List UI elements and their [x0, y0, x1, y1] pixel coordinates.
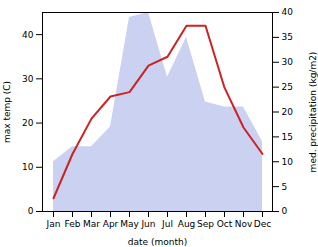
svg-text:40: 40	[22, 29, 34, 39]
svg-text:med. precipitation (kg/m2): med. precipitation (kg/m2)	[308, 52, 318, 173]
svg-text:Aug: Aug	[178, 219, 196, 229]
svg-text:May: May	[120, 219, 139, 229]
svg-text:10: 10	[22, 162, 34, 172]
svg-text:40: 40	[282, 7, 294, 17]
svg-text:Apr: Apr	[103, 219, 119, 229]
svg-text:Jan: Jan	[46, 219, 61, 229]
svg-text:Sep: Sep	[197, 219, 214, 229]
svg-text:date (month): date (month)	[128, 237, 187, 247]
svg-text:Jul: Jul	[161, 219, 173, 229]
svg-text:20: 20	[22, 118, 34, 128]
svg-text:20: 20	[282, 107, 294, 117]
svg-text:0: 0	[282, 206, 288, 216]
svg-text:Jun: Jun	[140, 219, 155, 229]
svg-text:5: 5	[282, 182, 288, 192]
svg-text:Mar: Mar	[83, 219, 100, 229]
svg-text:Nov: Nov	[235, 219, 253, 229]
svg-text:10: 10	[282, 157, 294, 167]
svg-text:max temp (C): max temp (C)	[2, 81, 12, 143]
svg-text:Dec: Dec	[254, 219, 271, 229]
svg-text:35: 35	[282, 32, 293, 42]
svg-text:Oct: Oct	[217, 219, 233, 229]
svg-text:15: 15	[282, 132, 293, 142]
svg-text:Feb: Feb	[65, 219, 81, 229]
svg-text:30: 30	[22, 74, 34, 84]
svg-text:25: 25	[282, 82, 293, 92]
svg-text:30: 30	[282, 57, 294, 67]
svg-text:0: 0	[28, 206, 34, 216]
